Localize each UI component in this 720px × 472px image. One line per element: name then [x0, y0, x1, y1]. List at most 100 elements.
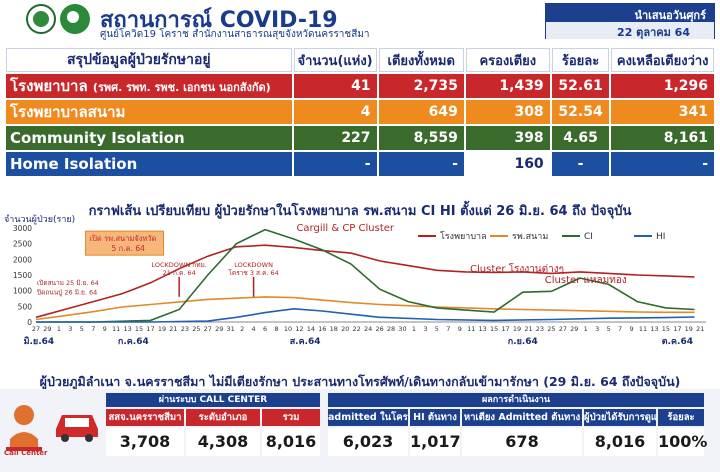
call-center-label: Call Center — [4, 449, 48, 457]
stat-value: 3,708 — [106, 428, 184, 456]
annotation-text: เปิดสนาม 25 มิ.ย. 64 — [37, 279, 99, 287]
legend-label: รพ.สนาม — [512, 232, 548, 242]
x-tick-label: 11 — [639, 325, 647, 333]
x-tick-label: 5 — [80, 325, 84, 333]
series-line-ci — [36, 228, 695, 323]
legend-label: HI — [656, 232, 665, 242]
stat-cell: หาเตียง Admitted ต้นทาง 678 — [462, 409, 582, 456]
cell-occupied: 398 — [465, 126, 550, 150]
page-subtitle: ศูนย์โควิด19 โคราช สำนักงานสาธารณสุขจังห… — [100, 29, 370, 40]
cell-beds: 649 — [378, 100, 464, 124]
y-axis-label: จำนวนผู้ป่วย(ราย) — [4, 214, 75, 225]
x-tick-label: 1 — [412, 325, 416, 333]
x-tick-label: 20 — [341, 325, 349, 333]
x-tick-label: 1 — [57, 325, 61, 333]
cell-count: - — [293, 152, 377, 176]
cell-remaining: - — [611, 152, 714, 176]
row-label: โรงพยาบาล (รพศ. รพท. รพช. เอกชน นอกสังกั… — [6, 74, 292, 98]
cell-percent: - — [551, 152, 610, 176]
x-tick-label: 21 — [696, 325, 704, 333]
x-tick-label: 21 — [169, 325, 177, 333]
stat-label: ร้อยละ — [658, 409, 704, 426]
legend-label: CI — [584, 232, 593, 242]
month-label: ก.ค.64 — [118, 337, 149, 347]
x-tick-label: 3 — [68, 325, 72, 333]
stat-label: ระดับอำเภอ — [186, 409, 260, 426]
row-home-isolation: Home Isolation - - 160 - - — [6, 152, 714, 176]
x-tick-label: 5 — [607, 325, 611, 333]
row-community-isolation: Community Isolation 227 8,559 398 4.65 8… — [6, 126, 714, 150]
annotation-text: Cargill & CP Cluster — [296, 223, 394, 234]
stat-label: HI ต้นทาง — [410, 409, 460, 426]
x-tick-label: 13 — [479, 325, 487, 333]
x-tick-label: 31 — [227, 325, 235, 333]
row-label: Community Isolation — [6, 126, 292, 150]
group-header: ผ่านระบบ CALL CENTER — [106, 393, 320, 407]
summary-table: สรุปข้อมูลผู้ป่วยรักษาอยู่ จำนวน(แห่ง) เ… — [4, 46, 716, 178]
annotation-text: LOCKDOWN กทม. — [151, 261, 206, 269]
annotation-text: Cluster โรงงานต่างๆ — [470, 262, 564, 275]
x-tick-label: 15 — [490, 325, 498, 333]
y-tick-label: 3000 — [13, 224, 32, 233]
report-date: 22 ตุลาคม 64 — [546, 22, 714, 39]
col-beds: เตียงทั้งหมด — [378, 48, 464, 72]
cell-percent: 4.65 — [551, 126, 610, 150]
x-tick-label: 12 — [295, 325, 303, 333]
annotation-text: LOCKDOWN — [234, 261, 273, 269]
x-tick-label: 16 — [318, 325, 326, 333]
x-tick-label: 19 — [685, 325, 693, 333]
x-tick-label: 30 — [398, 325, 406, 333]
row-label-note: (รพศ. รพท. รพช. เอกชน นอกสังกัด) — [92, 81, 271, 94]
stat-label: รวม — [262, 409, 320, 426]
legend-label: โรงพยาบาล — [440, 231, 487, 242]
annotation-subtext: 5 ก.ค. 64 — [112, 244, 146, 253]
cell-beds: 2,735 — [378, 74, 464, 98]
col-percent: ร้อยละ — [551, 48, 610, 72]
x-tick-label: 7 — [91, 325, 95, 333]
y-tick-label: 2500 — [13, 240, 32, 249]
date-box: นำเสนอวันศุกร์ 22 ตุลาคม 64 — [545, 3, 715, 39]
x-tick-label: 17 — [673, 325, 681, 333]
x-tick-label: 15 — [662, 325, 670, 333]
page-title: สถานการณ์ COVID-19 — [100, 8, 338, 33]
health-ministry-logo — [60, 4, 90, 34]
annotation-text: ปิดถนนปู่ 26 มิ.ย. 64 — [36, 289, 97, 297]
x-tick-label: 28 — [387, 325, 395, 333]
results-group: ผลการดำเนินงาน admitted ในโคราช 6,023 HI… — [328, 393, 707, 456]
car-icon — [56, 415, 98, 442]
summary-header-row: สรุปข้อมูลผู้ป่วยรักษาอยู่ จำนวน(แห่ง) เ… — [6, 48, 714, 72]
x-tick-label: 19 — [158, 325, 166, 333]
annotation-text: Cluster แหลมทอง — [545, 275, 627, 286]
x-tick-label: 11 — [112, 325, 120, 333]
cell-remaining: 341 — [611, 100, 714, 124]
stat-cell: สสจ.นครราชสีมา 3,708 — [106, 409, 184, 456]
x-tick-label: 27 — [32, 325, 40, 333]
y-tick-label: 1000 — [13, 287, 32, 296]
phone-operator-icon — [6, 405, 42, 451]
x-tick-label: 23 — [181, 325, 189, 333]
stat-value: 4,308 — [186, 428, 260, 456]
x-tick-label: 9 — [103, 325, 107, 333]
x-tick-label: 17 — [501, 325, 509, 333]
annotation-text: เปิด รพ.สนามจังหวัด — [90, 234, 157, 243]
cell-count: 227 — [293, 126, 377, 150]
x-tick-label: 13 — [650, 325, 658, 333]
cell-remaining: 8,161 — [611, 126, 714, 150]
stat-cell: HI ต้นทาง 1,017 — [410, 409, 461, 456]
call-center-group: ผ่านระบบ CALL CENTER สสจ.นครราชสีมา 3,70… — [106, 393, 320, 456]
stat-value: 6,023 — [328, 428, 408, 456]
cell-count: 41 — [293, 74, 377, 98]
x-tick-label: 22 — [353, 325, 361, 333]
cell-count: 4 — [293, 100, 377, 124]
stat-label: หาเตียง Admitted ต้นทาง — [462, 409, 582, 426]
cell-occupied: 308 — [465, 100, 550, 124]
x-tick-label: 17 — [146, 325, 154, 333]
x-tick-label: 24 — [364, 325, 372, 333]
x-tick-label: 25 — [547, 325, 555, 333]
stat-cell: admitted ในโคราช 6,023 — [328, 409, 408, 456]
x-tick-label: 6 — [263, 325, 267, 333]
x-tick-label: 27 — [204, 325, 212, 333]
col-occupied: ครองเตียง — [465, 48, 550, 72]
cell-beds: - — [378, 152, 464, 176]
stat-value: 1,017 — [410, 428, 461, 456]
